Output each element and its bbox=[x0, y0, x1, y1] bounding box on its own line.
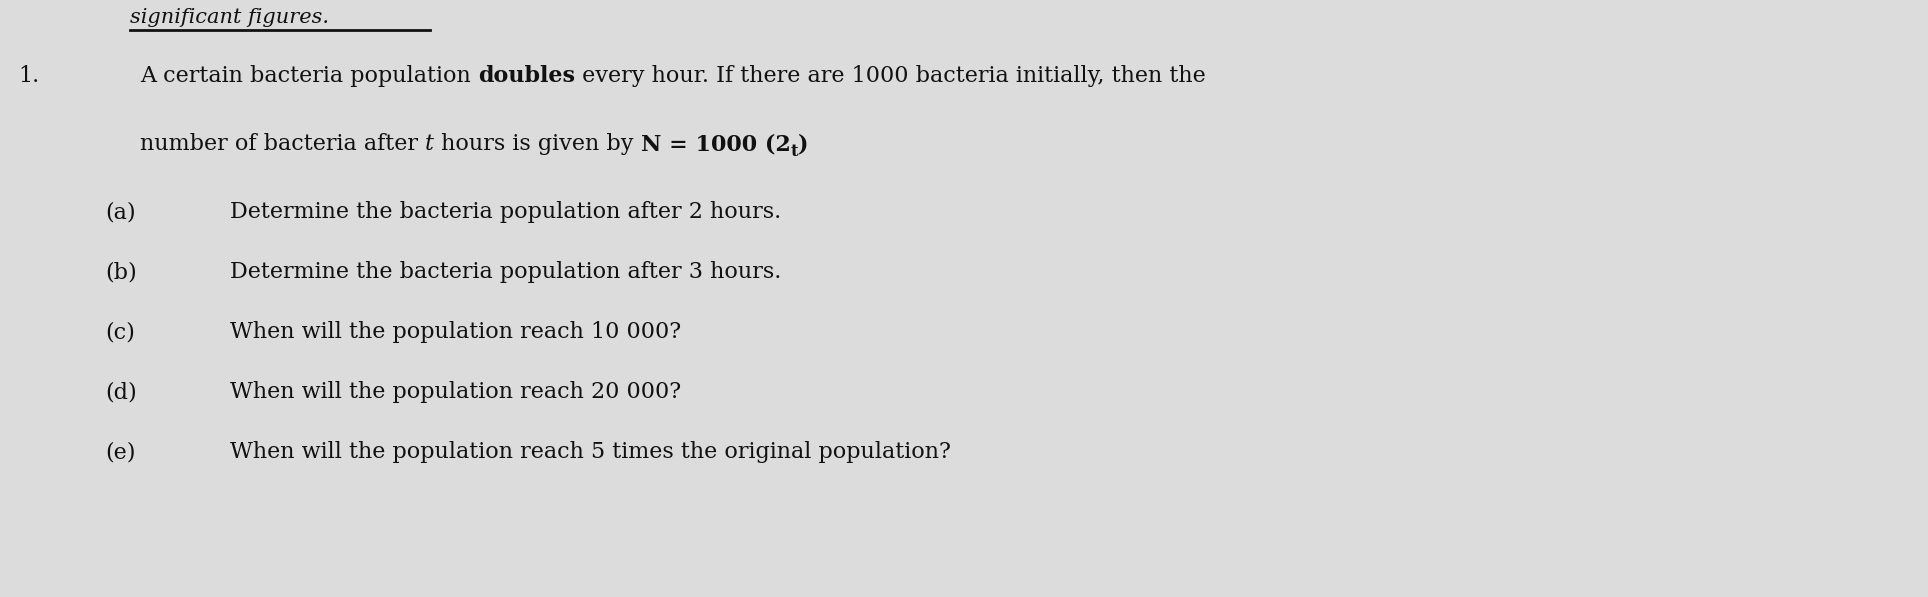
Text: 1.: 1. bbox=[17, 65, 39, 87]
Text: (d): (d) bbox=[104, 381, 137, 403]
Text: When will the population reach 5 times the original population?: When will the population reach 5 times t… bbox=[229, 441, 951, 463]
Text: t: t bbox=[426, 133, 434, 155]
Text: (b): (b) bbox=[104, 261, 137, 283]
Text: every hour. If there are 1000 bacteria initially, then the: every hour. If there are 1000 bacteria i… bbox=[575, 65, 1205, 87]
Text: When will the population reach 20 000?: When will the population reach 20 000? bbox=[229, 381, 681, 403]
Text: significant figures.: significant figures. bbox=[129, 8, 330, 27]
Text: (c): (c) bbox=[104, 321, 135, 343]
Text: (e): (e) bbox=[104, 441, 135, 463]
Text: doubles: doubles bbox=[478, 65, 575, 87]
Text: N = 1000 (2: N = 1000 (2 bbox=[640, 133, 790, 155]
Text: number of bacteria after: number of bacteria after bbox=[141, 133, 426, 155]
Text: When will the population reach 10 000?: When will the population reach 10 000? bbox=[229, 321, 681, 343]
Text: A certain bacteria population: A certain bacteria population bbox=[141, 65, 478, 87]
Text: hours is given by: hours is given by bbox=[434, 133, 640, 155]
Text: ): ) bbox=[798, 133, 808, 155]
Text: t: t bbox=[790, 143, 798, 160]
Text: Determine the bacteria population after 3 hours.: Determine the bacteria population after … bbox=[229, 261, 781, 283]
Text: (a): (a) bbox=[104, 201, 135, 223]
Text: Determine the bacteria population after 2 hours.: Determine the bacteria population after … bbox=[229, 201, 781, 223]
